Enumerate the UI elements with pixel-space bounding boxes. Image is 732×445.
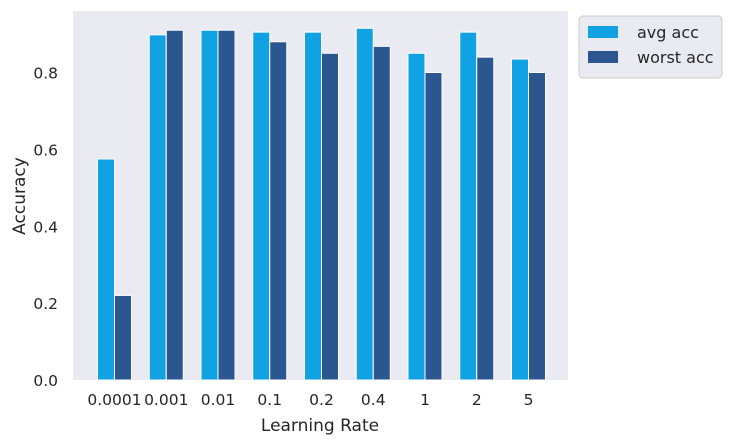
bar-worst-acc-5 [528, 72, 546, 381]
bar-avg-acc-0.4 [355, 27, 374, 381]
bar-worst-acc-0.01 [217, 29, 236, 381]
bar-worst-acc-0.2 [321, 52, 339, 381]
x-tick-label: 1 [420, 391, 430, 409]
y-tick-label: 0.4 [33, 218, 58, 236]
legend-swatch [588, 51, 618, 63]
x-tick-label: 0.0001 [87, 391, 141, 409]
x-tick-labels: 0.0001 0.001 0.01 0.1 0.2 0.4 1 2 5 [87, 391, 533, 409]
x-tick-label: 0.4 [361, 391, 386, 409]
x-tick-label: 0.01 [201, 391, 236, 409]
legend-label: worst acc [637, 48, 714, 67]
y-tick-label: 0.2 [33, 295, 58, 313]
x-axis-label: Learning Rate [261, 416, 379, 436]
bar-worst-acc-1 [424, 72, 443, 381]
x-tick-label: 5 [524, 391, 534, 409]
bar-avg-acc-0.01 [200, 29, 219, 381]
bar-worst-acc-0.4 [372, 45, 391, 381]
y-tick-labels: 0.0 0.2 0.4 0.6 0.8 [33, 65, 58, 391]
bar-avg-acc-0.001 [148, 34, 167, 381]
y-tick-label: 0.0 [33, 372, 58, 390]
y-tick-label: 0.6 [33, 141, 58, 159]
bar-avg-acc-1 [407, 52, 426, 381]
x-tick-label: 2 [472, 391, 482, 409]
bar-avg-acc-5 [511, 58, 529, 381]
bars-group [97, 27, 546, 381]
bar-avg-acc-0.2 [304, 31, 322, 381]
bar-worst-acc-0.0001 [114, 294, 132, 381]
x-tick-label: 0.1 [257, 391, 282, 409]
bar-avg-acc-2 [459, 31, 478, 381]
x-tick-label: 0.001 [144, 391, 188, 409]
legend-label: avg acc [637, 23, 699, 42]
bar-worst-acc-2 [476, 56, 495, 381]
bar-worst-acc-0.1 [269, 41, 288, 381]
y-tick-label: 0.8 [33, 65, 58, 83]
y-axis-label: Accuracy [10, 157, 30, 235]
bar-avg-acc-0.1 [252, 31, 271, 381]
x-tick-label: 0.2 [309, 391, 334, 409]
bar-avg-acc-0.0001 [97, 158, 115, 381]
bar-worst-acc-0.001 [165, 29, 184, 381]
legend: avg acc worst acc [578, 15, 723, 79]
legend-swatch [588, 26, 618, 38]
